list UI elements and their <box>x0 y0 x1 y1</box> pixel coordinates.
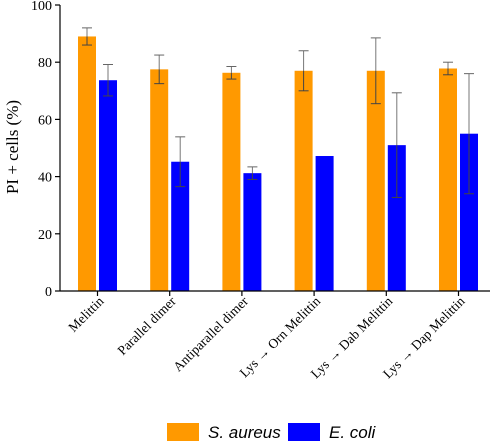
bar <box>222 72 241 291</box>
x-tick-label: Parallel dimer <box>114 293 179 358</box>
bar <box>150 69 169 291</box>
bar <box>243 173 262 291</box>
legend-item: S. aureus <box>167 423 281 442</box>
y-tick-label: 80 <box>38 56 52 71</box>
bar <box>78 36 96 292</box>
error-bar <box>391 92 402 198</box>
bar <box>439 68 457 291</box>
y-tick-label: 100 <box>31 0 52 14</box>
error-bar <box>103 63 113 97</box>
error-bar <box>298 50 309 92</box>
error-bar <box>154 54 165 85</box>
error-bar <box>247 166 258 180</box>
x-tick-label: Antiparallel dimer <box>170 293 251 374</box>
error-bar <box>226 65 237 80</box>
legend: S. aureus E. coli <box>167 423 377 442</box>
x-tick-label: Lys → Dap Melittin <box>380 293 468 381</box>
legend-label: E. coli <box>329 423 377 442</box>
legend-swatch <box>167 423 199 441</box>
error-bar <box>175 136 186 188</box>
legend-item: E. coli <box>288 423 377 442</box>
legend-swatch <box>288 423 320 441</box>
bar <box>99 80 117 291</box>
bar <box>171 161 190 291</box>
x-tick-label: Melittin <box>65 293 107 335</box>
bar <box>366 70 385 291</box>
bars <box>78 27 478 292</box>
legend-label: S. aureus <box>208 423 281 442</box>
y-tick-label: 20 <box>38 228 52 243</box>
y-tick-label: 0 <box>45 285 52 300</box>
error-bar <box>464 73 474 195</box>
bar <box>294 70 313 291</box>
error-bar <box>82 27 92 46</box>
error-bar <box>443 61 453 76</box>
y-tick-label: 60 <box>38 113 52 128</box>
bar <box>460 133 478 291</box>
y-axis-label: PI + cells (%) <box>3 100 22 194</box>
y-tick-label: 40 <box>38 171 52 186</box>
bar <box>387 145 406 291</box>
y-axis: 0 20 40 60 80 100 <box>31 0 61 300</box>
error-bar <box>370 37 381 105</box>
bar <box>315 156 334 291</box>
